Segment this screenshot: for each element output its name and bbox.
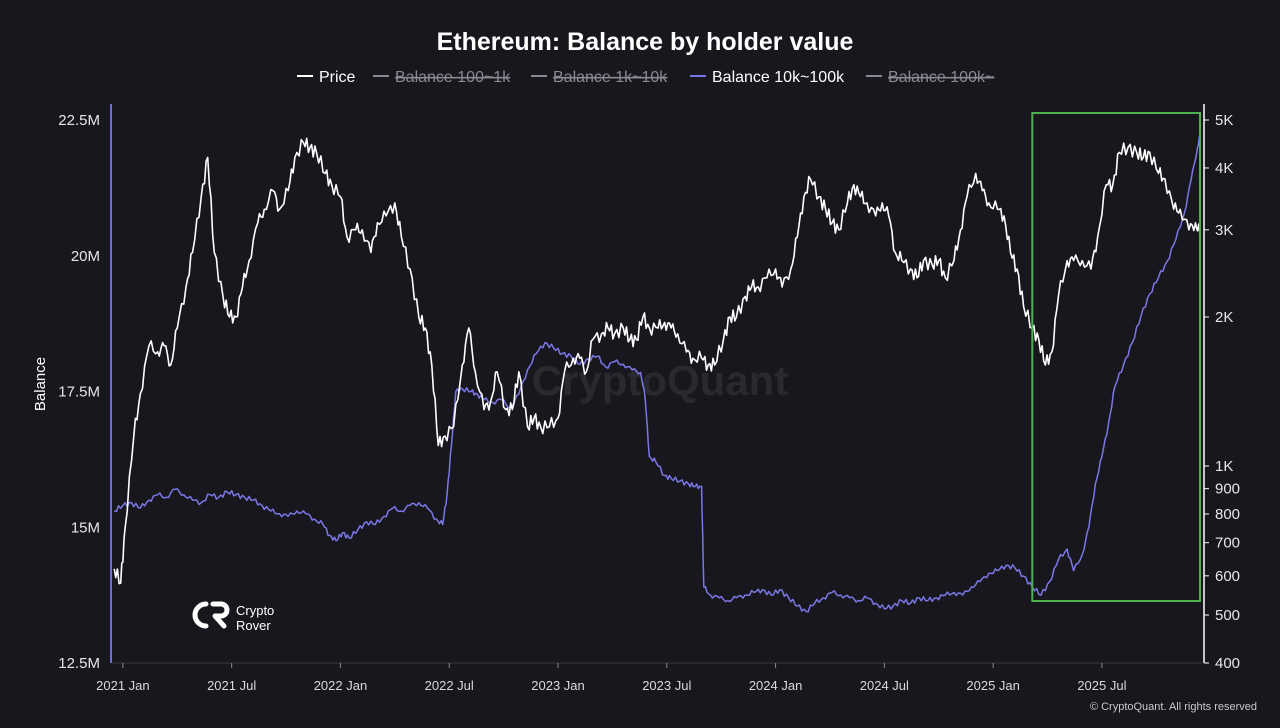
series-layer: [113, 135, 1201, 613]
legend-label: Balance 100~1k: [395, 69, 511, 86]
left-tick-label: 15M: [71, 519, 100, 536]
watermark: CryptoQuant: [532, 357, 789, 404]
left-tick-label: 22.5M: [58, 112, 100, 129]
x-tick-label: 2021 Jul: [207, 678, 256, 693]
right-tick-label: 400: [1215, 655, 1240, 672]
logo-text-line2: Rover: [236, 618, 271, 633]
legend-item[interactable]: Balance 100k~: [866, 69, 994, 86]
axes: 22.5M 20M 17.5M 15M 12.5M 5K 4K 3K 2K 1K 900 800 700…: [58, 104, 1240, 693]
x-tick-label: 2023 Jan: [531, 678, 585, 693]
right-tick-label: 800: [1215, 506, 1240, 523]
left-tick-label: 20M: [71, 248, 100, 265]
x-tick-label: 2025 Jul: [1077, 678, 1126, 693]
left-tick-label: 12.5M: [58, 655, 100, 672]
right-tick-label: 900: [1215, 481, 1240, 498]
y-axis-label: Balance: [32, 357, 49, 411]
legend-label: Balance 100k~: [888, 69, 994, 86]
legend-item[interactable]: Price: [297, 69, 356, 86]
right-tick-label: 500: [1215, 607, 1240, 624]
legend-item[interactable]: Balance 10k~100k: [690, 69, 845, 86]
copyright: © CryptoQuant. All rights reserved: [1090, 701, 1257, 713]
x-tick-label: 2022 Jan: [314, 678, 368, 693]
right-tick-label: 4K: [1215, 160, 1233, 177]
x-tick-label: 2022 Jul: [425, 678, 474, 693]
x-tick-label: 2024 Jul: [860, 678, 909, 693]
logo-text-line1: Crypto: [236, 603, 274, 618]
legend-item[interactable]: Balance 1k~10k: [531, 69, 668, 86]
right-tick-label: 3K: [1215, 222, 1233, 239]
right-tick-label: 700: [1215, 535, 1240, 552]
highlight-box: [1031, 112, 1202, 602]
right-tick-label: 2K: [1215, 309, 1233, 326]
left-tick-label: 17.5M: [58, 384, 100, 401]
balance-10k-100k-line: [114, 135, 1201, 613]
x-tick-label: 2023 Jul: [642, 678, 691, 693]
x-tick-label: 2024 Jan: [749, 678, 803, 693]
x-tick-label: 2021 Jan: [96, 678, 150, 693]
legend-label: Balance 10k~100k: [712, 69, 845, 86]
legend-item[interactable]: Balance 100~1k: [373, 69, 511, 86]
legend: Price Balance 100~1k Balance 1k~10k Balance…: [297, 69, 994, 86]
crypto-rover-logo-icon: [192, 601, 230, 629]
right-tick-label: 1K: [1215, 458, 1233, 475]
price-line: [113, 137, 1201, 585]
crypto-rover-logo: Crypto Rover: [192, 601, 274, 633]
right-tick-label: 600: [1215, 568, 1240, 585]
x-tick-label: 2025 Jan: [966, 678, 1020, 693]
legend-label: Price: [319, 69, 356, 86]
legend-label: Balance 1k~10k: [553, 69, 668, 86]
right-tick-label: 5K: [1215, 112, 1233, 129]
overlay: [1031, 112, 1202, 602]
chart-title: Ethereum: Balance by holder value: [437, 28, 854, 56]
